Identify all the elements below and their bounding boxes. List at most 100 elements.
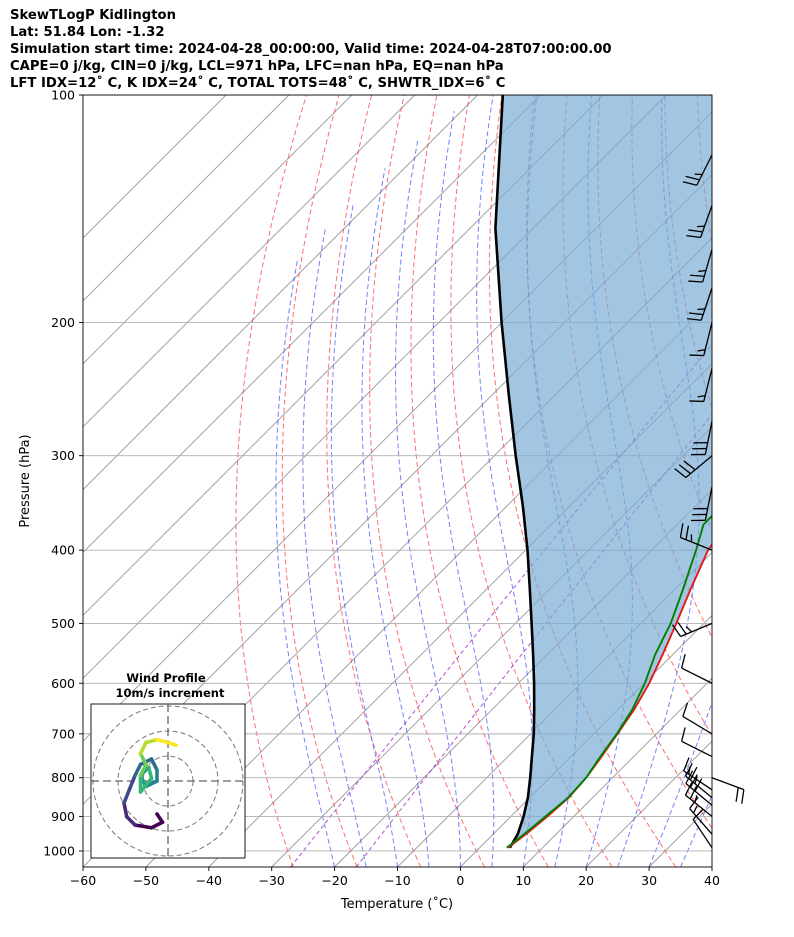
chart-header: SkewTLogP Kidlington Lat: 51.84 Lon: -1.… [10, 7, 612, 92]
moist-adiabat-line [275, 259, 336, 867]
isotherm-line [334, 488, 712, 867]
x-tick-label: 10 [515, 873, 531, 888]
hodograph-segment [149, 757, 159, 772]
hodograph-segment [133, 823, 154, 830]
wind-barb [691, 486, 713, 522]
hodograph-segment [146, 765, 154, 781]
wind-barb [674, 455, 713, 478]
index-line: LFT IDX=12˚ C, K IDX=24˚ C, TOTAL TOTS=4… [10, 76, 506, 91]
y-axis-label: Pressure (hPa) [18, 434, 33, 527]
x-tick-label: 0 [456, 873, 464, 888]
wind-barb [689, 368, 713, 403]
wind-barb [688, 249, 713, 283]
hodograph-segment [138, 776, 154, 794]
dry-adiabat-line [326, 95, 422, 867]
isotherm-line [83, 95, 541, 554]
x-tick-label: −40 [196, 873, 222, 888]
moist-adiabat-line [476, 95, 533, 867]
x-tick-label: 40 [704, 873, 720, 888]
dry-adiabat-line [369, 95, 485, 867]
chart-title: SkewTLogP Kidlington [10, 8, 176, 23]
parcel-profile-line [494, 95, 536, 849]
dry-adiabat-line [410, 95, 549, 867]
wind-barb [683, 757, 713, 791]
simulation-time-line: Simulation start time: 2024-04-28_00:00:… [10, 42, 612, 57]
cin-shaded-area [495, 95, 712, 848]
y-tick-label: 600 [51, 676, 75, 691]
isotherm-line [83, 95, 290, 302]
wind-barb [686, 205, 713, 239]
dry-adiabat-line [730, 95, 794, 867]
y-tick-label: 400 [51, 543, 75, 558]
y-tick-label: 1000 [43, 843, 75, 858]
x-axis-label: Temperature (˚C) [340, 896, 453, 912]
y-tick-label: 900 [51, 809, 75, 824]
moist-adiabat-line [302, 228, 367, 867]
y-tick-label: 100 [51, 88, 75, 103]
isotherm-line [711, 866, 712, 867]
y-tick-label: 300 [51, 448, 75, 463]
wind-barb [689, 322, 713, 357]
wind-barb [680, 654, 713, 684]
wind-barb [685, 770, 713, 806]
hodograph-segment [133, 762, 143, 778]
stability-line: CAPE=0 j/kg, CIN=0 j/kg, LCL=971 hPa, LF… [10, 59, 504, 74]
hodograph-segment [155, 737, 170, 745]
isotherm-line [83, 95, 416, 428]
wind-barb [711, 777, 745, 804]
wind-barb [692, 808, 713, 849]
hodograph-segment [149, 820, 165, 830]
dry-adiabat-line [281, 95, 358, 867]
dry-adiabat-line [450, 95, 613, 867]
x-tick-label: −30 [259, 873, 285, 888]
moist-adiabat-line [648, 701, 712, 867]
moist-adiabat-line [617, 95, 700, 867]
isotherm-line [83, 95, 227, 239]
hodograph-segment [166, 740, 179, 748]
moist-adiabat-line [711, 865, 712, 867]
hodograph-segment [138, 740, 148, 756]
hodograph-subtitle: 10m/s increment [116, 686, 225, 700]
x-tick-label: −20 [321, 873, 347, 888]
moist-adiabat-line [395, 140, 461, 867]
hodograph-segment [127, 773, 137, 792]
x-tick-label: −60 [70, 873, 96, 888]
dry-adiabat-line [763, 95, 794, 867]
isotherm-line [83, 95, 478, 491]
y-tick-label: 200 [51, 315, 75, 330]
hodograph-segment [144, 737, 159, 745]
hodograph-segment [138, 762, 148, 778]
isotherm-line [397, 551, 712, 867]
x-tick-label: −50 [133, 873, 159, 888]
wind-barb [686, 287, 713, 321]
x-tick-label: 30 [641, 873, 657, 888]
wind-barb [679, 523, 713, 551]
isotherm-line [83, 95, 353, 365]
moist-adiabat-line [330, 205, 398, 867]
x-tick-label: −10 [384, 873, 410, 888]
dewpoint-line [506, 514, 712, 849]
hodograph-segment [122, 787, 132, 805]
hodograph-segment [138, 751, 148, 767]
wind-barb [684, 782, 713, 817]
y-tick-label: 700 [51, 726, 75, 741]
hodograph-title: Wind Profile [126, 671, 206, 685]
wind-barb [680, 727, 713, 758]
x-tick-label: 20 [578, 873, 594, 888]
wind-barb [682, 702, 713, 735]
moist-adiabat-line [432, 110, 495, 867]
moist-adiabat-line [680, 794, 712, 867]
y-tick-label: 500 [51, 616, 75, 631]
moist-adiabat-line [361, 168, 430, 867]
dry-adiabat-line [235, 95, 307, 867]
y-tick-label: 800 [51, 770, 75, 785]
wind-barb [691, 420, 713, 456]
wind-barb [671, 622, 713, 638]
location-line: Lat: 51.84 Lon: -1.32 [10, 25, 165, 40]
wind-barb [682, 154, 713, 186]
isotherm-line [522, 677, 712, 867]
wind-barb [689, 796, 713, 835]
hodograph-segment [124, 814, 137, 827]
hodograph-segment [122, 801, 129, 819]
